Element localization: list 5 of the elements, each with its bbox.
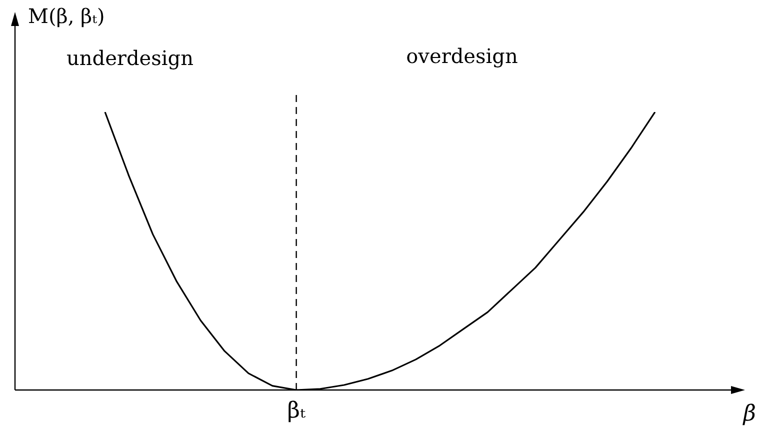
text: βₜ xyxy=(287,398,306,424)
y-axis-title: M(β, βₜ) xyxy=(28,4,105,28)
x-axis-title: β xyxy=(742,402,756,427)
text: underdesign xyxy=(66,46,194,70)
text: overdesign xyxy=(406,44,518,68)
